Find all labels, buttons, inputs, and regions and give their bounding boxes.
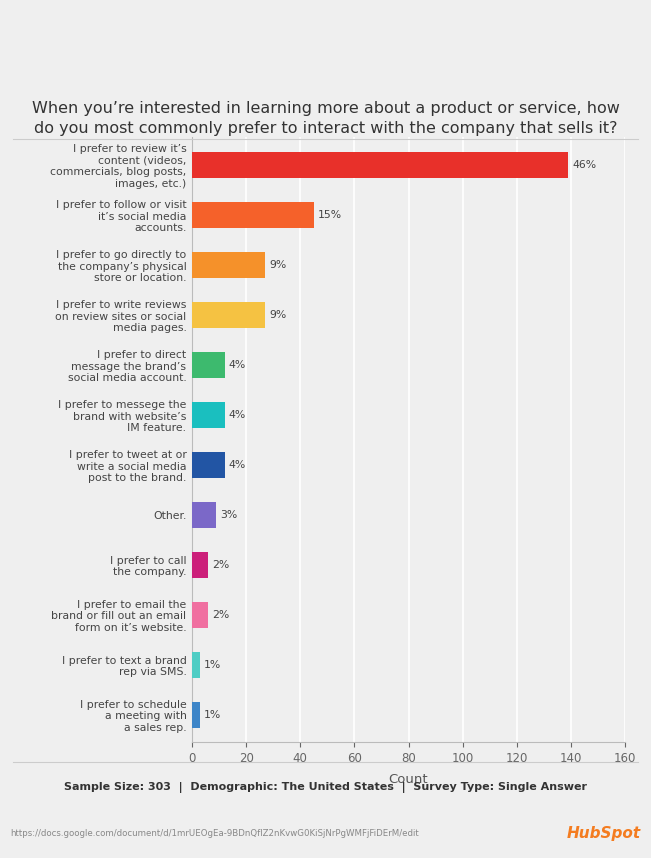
X-axis label: Count: Count <box>389 773 428 786</box>
Text: 2%: 2% <box>212 559 230 570</box>
Text: 9%: 9% <box>269 310 286 320</box>
Text: 2%: 2% <box>212 610 230 619</box>
Text: 9%: 9% <box>269 260 286 269</box>
Text: 4%: 4% <box>229 410 246 420</box>
Bar <box>192 402 225 428</box>
Bar <box>192 652 200 678</box>
Text: Sample Size: 303  |  Demographic: The United States  |  Survey Type: Single Answ: Sample Size: 303 | Demographic: The Unit… <box>64 782 587 793</box>
Text: https://docs.google.com/document/d/1mrUEOgEa-9BDnQflZ2nKvwG0KiSjNrPgWMFjFiDErM/e: https://docs.google.com/document/d/1mrUE… <box>10 830 419 838</box>
Text: 4%: 4% <box>229 460 246 469</box>
Text: When you’re interested in learning more about a product or service, how
do you m: When you’re interested in learning more … <box>31 101 620 136</box>
Text: 4%: 4% <box>229 360 246 370</box>
Bar <box>192 451 225 478</box>
Text: 46%: 46% <box>572 160 596 170</box>
Bar <box>192 302 265 328</box>
Bar <box>192 702 200 728</box>
Text: 3%: 3% <box>221 510 238 520</box>
Bar <box>192 502 216 528</box>
Bar <box>192 202 314 227</box>
Bar <box>192 352 225 378</box>
Text: HubSpot: HubSpot <box>567 826 641 842</box>
Bar <box>192 152 568 178</box>
Text: 1%: 1% <box>204 710 221 720</box>
Text: 1%: 1% <box>204 660 221 670</box>
Bar <box>192 601 208 628</box>
Bar <box>192 251 265 278</box>
Text: 15%: 15% <box>318 209 342 220</box>
Bar <box>192 552 208 577</box>
